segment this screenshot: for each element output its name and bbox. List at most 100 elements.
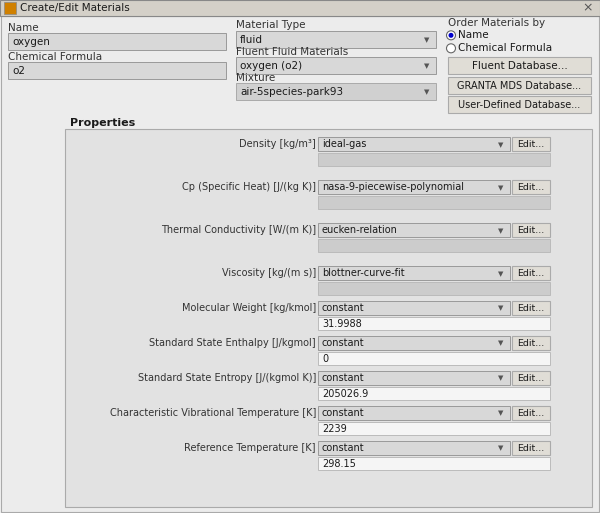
Text: ▼: ▼ [499,446,503,451]
Text: 0: 0 [322,353,328,364]
Text: constant: constant [322,373,365,383]
Circle shape [446,44,455,53]
Text: Standard State Enthalpy [J/kgmol]: Standard State Enthalpy [J/kgmol] [149,338,316,348]
FancyBboxPatch shape [318,266,510,280]
Text: Cp (Specific Heat) [J/(kg K)]: Cp (Specific Heat) [J/(kg K)] [182,182,316,192]
FancyBboxPatch shape [318,441,510,455]
FancyBboxPatch shape [318,317,550,330]
Text: Name: Name [458,30,488,41]
FancyBboxPatch shape [318,137,510,151]
Text: ▼: ▼ [499,410,503,417]
Text: ideal-gas: ideal-gas [322,139,367,149]
Text: ▼: ▼ [499,341,503,347]
FancyBboxPatch shape [318,336,510,350]
Text: Edit...: Edit... [517,339,545,348]
FancyBboxPatch shape [512,137,550,151]
Text: ▼: ▼ [499,185,503,191]
Text: Edit...: Edit... [517,444,545,452]
FancyBboxPatch shape [8,33,226,50]
Text: Molecular Weight [kg/kmol]: Molecular Weight [kg/kmol] [182,303,316,313]
Text: ▼: ▼ [499,306,503,311]
Text: Material Type: Material Type [236,21,305,30]
Text: Characteristic Vibrational Temperature [K]: Characteristic Vibrational Temperature [… [110,408,316,418]
Text: Name: Name [8,23,38,33]
Text: Fluent Fluid Materials: Fluent Fluid Materials [236,47,348,57]
FancyBboxPatch shape [318,223,510,237]
Text: Edit...: Edit... [517,183,545,192]
Text: ▼: ▼ [499,271,503,277]
Text: ▼: ▼ [499,228,503,234]
Text: eucken-relation: eucken-relation [322,225,398,235]
FancyBboxPatch shape [512,406,550,420]
Text: Fluent Database...: Fluent Database... [472,61,568,71]
FancyBboxPatch shape [448,57,591,74]
Text: fluid: fluid [240,35,263,45]
FancyBboxPatch shape [8,62,226,80]
Text: Edit...: Edit... [517,269,545,278]
Text: ×: × [583,2,593,15]
FancyBboxPatch shape [318,301,510,315]
Text: Create/Edit Materials: Create/Edit Materials [20,4,130,13]
Text: constant: constant [322,338,365,348]
FancyBboxPatch shape [65,129,592,507]
Text: ▼: ▼ [499,142,503,148]
Text: 298.15: 298.15 [322,459,356,468]
Circle shape [446,31,455,40]
FancyBboxPatch shape [448,77,591,94]
Text: blottner-curve-fit: blottner-curve-fit [322,268,404,278]
Text: oxygen (o2): oxygen (o2) [240,61,302,71]
FancyBboxPatch shape [318,457,550,470]
Text: Edit...: Edit... [517,140,545,149]
Text: Chemical Formula: Chemical Formula [8,52,102,62]
Text: Standard State Entropy [J/(kgmol K)]: Standard State Entropy [J/(kgmol K)] [137,373,316,383]
Text: Chemical Formula: Chemical Formula [458,43,552,53]
Text: Edit...: Edit... [517,408,545,418]
Text: Edit...: Edit... [517,373,545,383]
FancyBboxPatch shape [236,57,436,74]
Text: GRANTA MDS Database...: GRANTA MDS Database... [457,81,581,91]
Text: 205026.9: 205026.9 [322,388,368,399]
Text: o2: o2 [12,66,25,76]
Text: Order Materials by: Order Materials by [448,18,545,28]
FancyBboxPatch shape [318,180,510,194]
FancyBboxPatch shape [236,31,436,48]
Text: Thermal Conductivity [W/(m K)]: Thermal Conductivity [W/(m K)] [161,225,316,235]
FancyBboxPatch shape [512,371,550,385]
Circle shape [449,33,454,38]
FancyBboxPatch shape [318,422,550,435]
FancyBboxPatch shape [1,16,599,512]
FancyBboxPatch shape [512,223,550,237]
FancyBboxPatch shape [4,3,16,14]
Text: Edit...: Edit... [517,304,545,312]
FancyBboxPatch shape [318,196,550,209]
FancyBboxPatch shape [512,266,550,280]
Text: ▼: ▼ [424,89,430,95]
Text: Density [kg/m³]: Density [kg/m³] [239,139,316,149]
Text: Edit...: Edit... [517,226,545,234]
Text: oxygen: oxygen [12,37,50,47]
Text: Mixture: Mixture [236,73,275,83]
Text: air-5species-park93: air-5species-park93 [240,87,343,97]
Text: nasa-9-piecewise-polynomial: nasa-9-piecewise-polynomial [322,182,464,192]
FancyBboxPatch shape [512,336,550,350]
Text: constant: constant [322,303,365,313]
Text: Reference Temperature [K]: Reference Temperature [K] [185,443,316,453]
Text: ▼: ▼ [424,37,430,43]
FancyBboxPatch shape [448,96,591,113]
FancyBboxPatch shape [318,239,550,252]
Text: constant: constant [322,408,365,418]
FancyBboxPatch shape [318,153,550,166]
Text: User-Defined Database...: User-Defined Database... [458,100,581,110]
FancyBboxPatch shape [512,441,550,455]
Text: ▼: ▼ [424,63,430,69]
FancyBboxPatch shape [318,282,550,295]
Text: ▼: ▼ [499,376,503,382]
FancyBboxPatch shape [318,371,510,385]
Text: Properties: Properties [70,119,135,128]
FancyBboxPatch shape [236,83,436,100]
FancyBboxPatch shape [318,406,510,420]
Text: Viscosity [kg/(m s)]: Viscosity [kg/(m s)] [222,268,316,278]
FancyBboxPatch shape [512,180,550,194]
Text: 31.9988: 31.9988 [322,319,362,329]
FancyBboxPatch shape [512,301,550,315]
